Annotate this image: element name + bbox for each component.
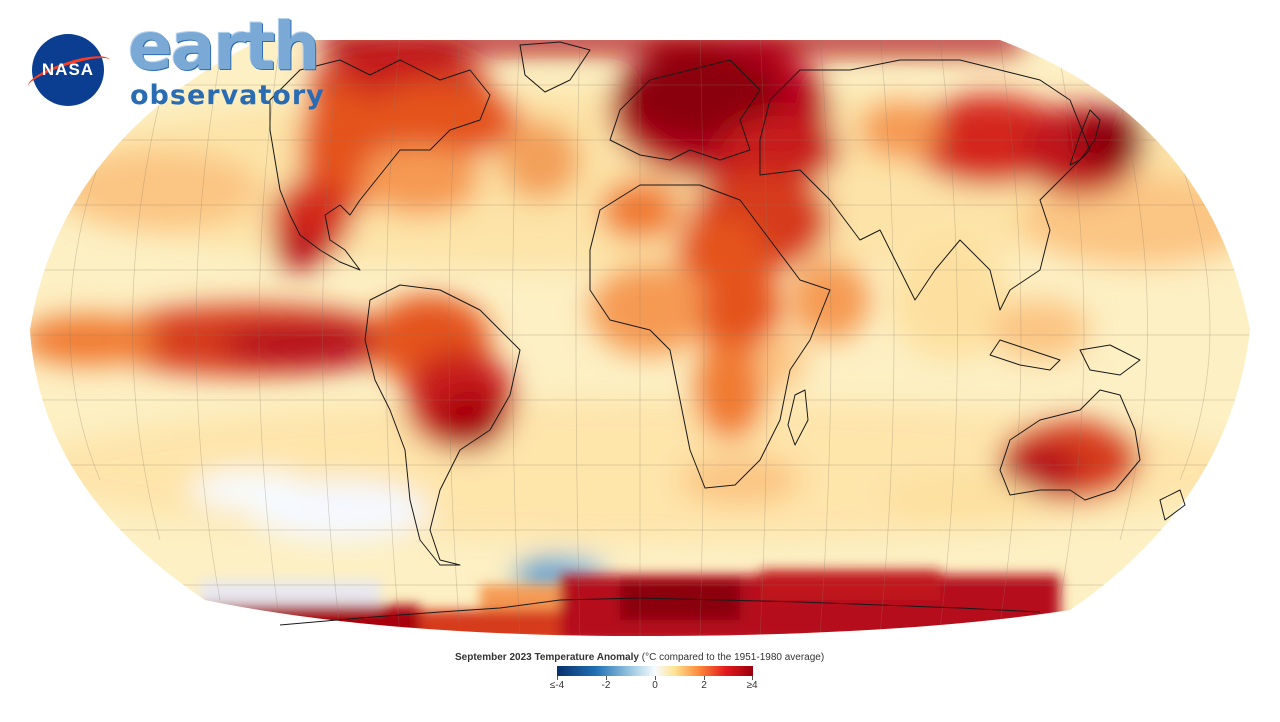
coast-greenland [519,41,591,93]
antarctic-band [200,570,1060,636]
legend-tick-label: -2 [601,680,611,691]
heat-blobs [30,40,1250,593]
coastlines [269,41,1186,626]
coast-new-zealand [1159,489,1186,521]
legend-tick-label: ≤-4 [549,680,565,691]
legend-color-bar [557,666,753,676]
coast-antarctica [279,597,1041,626]
coast-japan [1069,109,1101,166]
legend-tick-mark [704,676,705,680]
legend-tick-label: ≥4 [746,680,758,691]
nasa-wordmark: NASA [41,60,95,79]
coast-madagascar [787,389,809,446]
nasa-earth-observatory-logo[interactable]: NASA earth observatory [24,14,328,118]
coast-asia [759,59,1091,311]
legend-tick-mark [557,676,558,680]
legend-tick-mark [606,676,607,680]
legend-title-main: September 2023 Temperature Anomaly [455,652,639,663]
coast-australia [999,389,1141,501]
coast-south-america [364,284,521,566]
earth-wordmark: earth [128,8,320,85]
legend-title: September 2023 Temperature Anomaly (°C c… [455,652,824,663]
legend-tick-label: 2 [701,680,707,691]
coast-indonesia [989,339,1061,371]
graticule [30,40,1250,636]
coast-africa [589,184,831,489]
coast-north-america [269,59,491,271]
coast-europe [609,59,761,161]
legend-tick-mark [655,676,656,680]
observatory-wordmark: observatory [130,80,325,111]
legend-title-note: (°C compared to the 1951-1980 average) [641,652,825,663]
legend-tick-mark [752,676,753,680]
nasa-meatball-icon [32,34,104,106]
legend-tick-label: 0 [652,680,658,691]
